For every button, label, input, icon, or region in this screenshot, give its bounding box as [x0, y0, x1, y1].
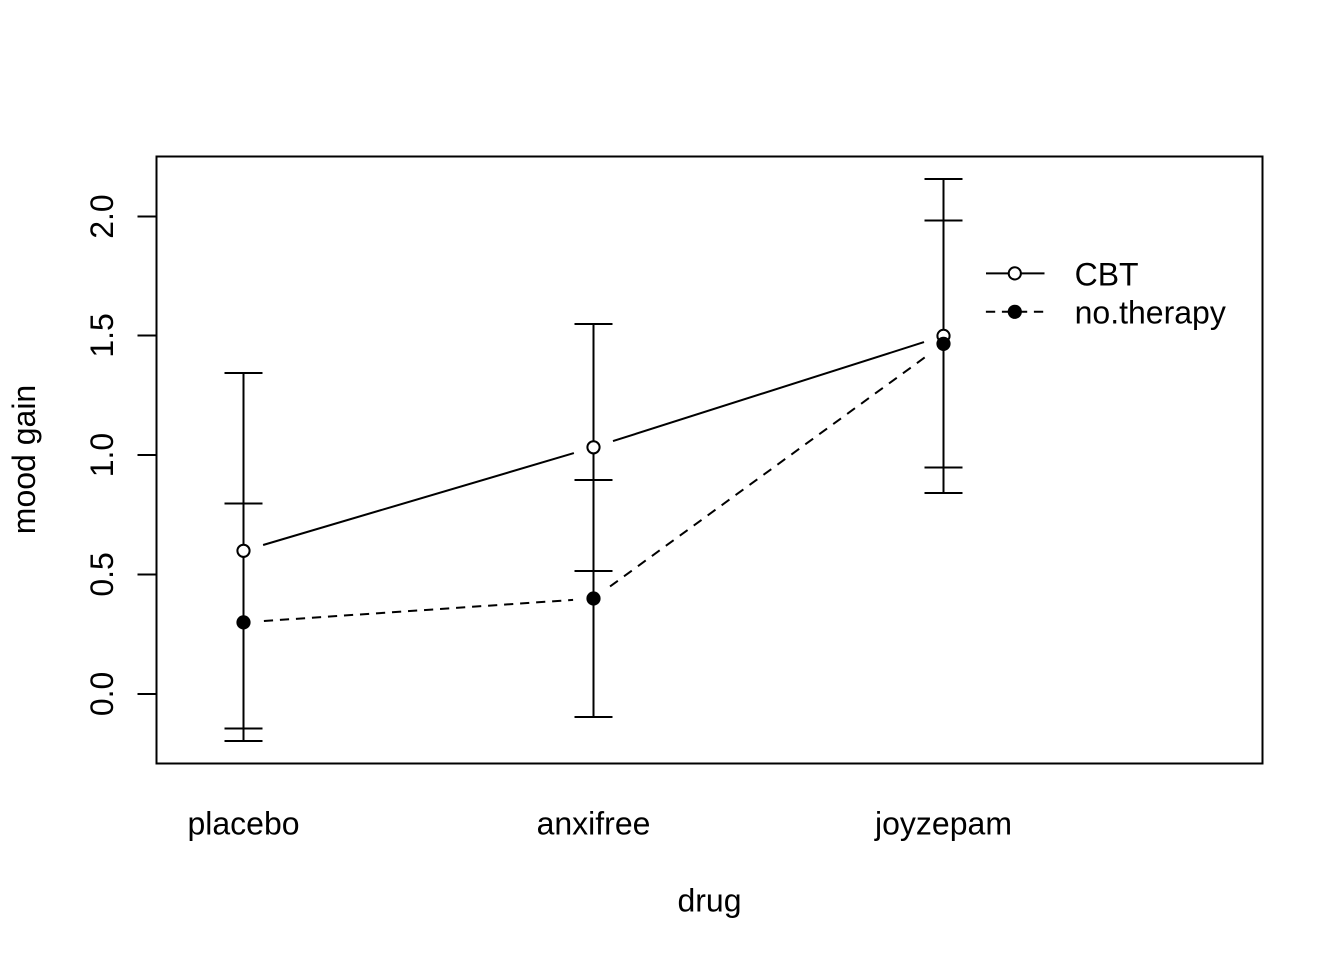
svg-text:placebo: placebo	[187, 806, 299, 842]
svg-text:anxifree: anxifree	[537, 806, 651, 842]
svg-text:0.0: 0.0	[84, 672, 120, 716]
svg-text:0.5: 0.5	[84, 552, 120, 596]
svg-text:joyzepam: joyzepam	[874, 806, 1012, 842]
svg-text:no.therapy: no.therapy	[1075, 295, 1226, 331]
svg-text:2.0: 2.0	[84, 194, 120, 238]
svg-text:1.5: 1.5	[84, 313, 120, 357]
svg-text:mood gain: mood gain	[6, 385, 42, 534]
svg-text:drug: drug	[677, 882, 741, 918]
svg-text:1.0: 1.0	[84, 433, 120, 477]
svg-text:CBT: CBT	[1075, 257, 1139, 293]
